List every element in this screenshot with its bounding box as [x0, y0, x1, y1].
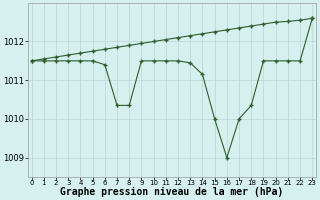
X-axis label: Graphe pression niveau de la mer (hPa): Graphe pression niveau de la mer (hPa)	[60, 187, 284, 197]
